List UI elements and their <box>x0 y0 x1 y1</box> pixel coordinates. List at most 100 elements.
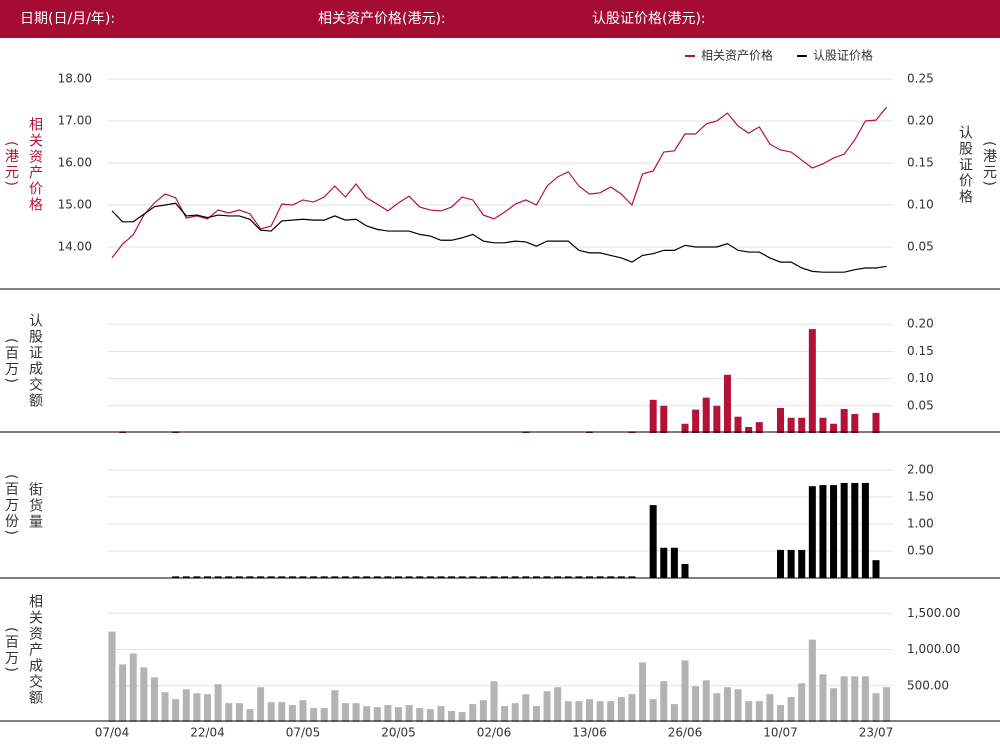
x-tick-label: 10/07 <box>763 726 798 740</box>
bar <box>288 576 296 578</box>
x-tick-label: 13/06 <box>572 726 607 740</box>
bar <box>225 576 233 578</box>
bar <box>777 407 784 433</box>
header-warrant: 认股证价格(港元): <box>592 11 706 27</box>
bar <box>320 576 328 578</box>
y-tick-label: 500.00 <box>907 678 949 692</box>
bar <box>288 705 296 722</box>
bar <box>670 704 678 722</box>
bar <box>405 705 413 722</box>
y-label-unit: (港元) <box>3 141 19 188</box>
header-underlying: 相关资产价格(港元): <box>318 11 446 27</box>
bar <box>755 701 763 722</box>
bar <box>766 694 774 722</box>
y-label: 认股证成交额 (百万) <box>0 290 46 432</box>
x-tick-label: 02/06 <box>477 726 512 740</box>
bar <box>607 576 615 578</box>
bar <box>299 700 307 722</box>
header-date: 日期(日/月/年): <box>20 11 115 27</box>
bar <box>692 686 700 722</box>
bar <box>532 706 540 722</box>
y-tick-label: 17.00 <box>58 114 92 128</box>
bar <box>639 662 647 722</box>
y-tick-label: 1,000.00 <box>907 642 960 656</box>
y-tick-label: 16.00 <box>58 156 92 170</box>
bar <box>479 576 487 578</box>
bar <box>511 703 519 722</box>
bar <box>596 701 604 722</box>
bar <box>448 576 456 578</box>
bar <box>617 576 625 578</box>
bar <box>745 701 753 722</box>
bar <box>872 412 880 433</box>
bar <box>586 699 593 722</box>
bar <box>235 703 243 722</box>
y-tick-label: 0.10 <box>907 371 934 385</box>
bar <box>554 687 562 722</box>
bar <box>692 409 700 433</box>
bar <box>607 701 615 722</box>
bar <box>660 547 668 578</box>
bar <box>331 576 339 578</box>
bar <box>490 576 498 578</box>
bar <box>310 708 318 722</box>
bar <box>150 677 158 722</box>
bar <box>384 576 392 578</box>
bar <box>352 576 360 578</box>
y-tick-label: 0.50 <box>907 544 934 558</box>
bar <box>257 576 265 578</box>
bar <box>363 576 371 578</box>
header-bar <box>0 0 1000 38</box>
bar <box>172 576 180 578</box>
y-label-unit: (百万份) <box>3 474 19 537</box>
bar <box>798 549 806 578</box>
bar <box>373 576 381 578</box>
bar <box>670 547 678 578</box>
bar <box>564 576 572 578</box>
bar <box>299 576 307 578</box>
bar <box>278 702 286 722</box>
bar <box>830 485 838 578</box>
bar <box>851 482 859 578</box>
y-label: 相关资产成交额 (百万) <box>0 579 46 721</box>
bar <box>564 701 572 722</box>
bar <box>777 549 784 578</box>
x-tick-label: 22/04 <box>190 726 225 740</box>
y-tick-label: 2.00 <box>907 463 934 477</box>
bar <box>819 417 827 433</box>
bar <box>214 576 222 578</box>
bar <box>458 712 466 722</box>
y-label: 相关资产价格 (港元) <box>0 40 46 289</box>
bar <box>129 653 137 722</box>
y2-tick-label: 0.15 <box>907 156 934 170</box>
bar <box>405 576 413 578</box>
bar <box>373 707 381 722</box>
bar <box>511 576 519 578</box>
bar <box>214 684 222 722</box>
y2-tick-label: 0.25 <box>907 72 934 86</box>
bar <box>851 676 859 722</box>
bar <box>575 576 583 578</box>
bar <box>872 560 880 578</box>
bar <box>267 702 275 722</box>
bar <box>395 576 402 578</box>
bar <box>426 576 434 578</box>
bar <box>660 681 668 722</box>
bar <box>702 680 710 722</box>
bar <box>448 711 456 722</box>
bar <box>649 399 657 433</box>
bar <box>225 703 233 722</box>
line-series <box>111 202 887 273</box>
bar <box>437 706 445 722</box>
bar <box>235 576 243 578</box>
bar <box>204 576 211 578</box>
bar <box>140 667 148 722</box>
bar <box>628 576 636 578</box>
bar <box>501 576 509 578</box>
y-tick-label: 1.00 <box>907 517 934 531</box>
bar <box>437 576 445 578</box>
bar <box>745 427 753 433</box>
bar <box>596 576 604 578</box>
bar <box>341 576 349 578</box>
